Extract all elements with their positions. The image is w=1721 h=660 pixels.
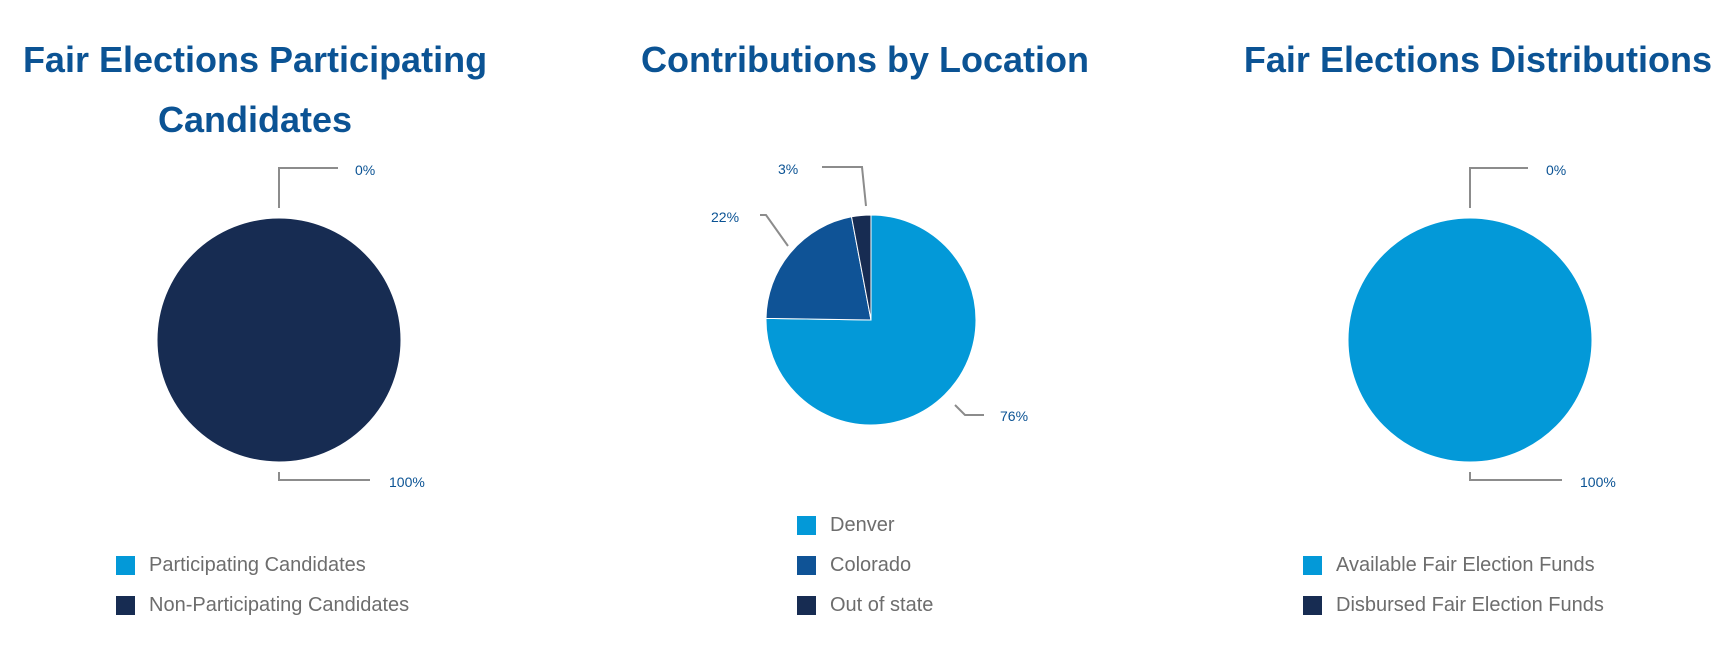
leader-line — [278, 472, 370, 481]
leader-line — [1469, 167, 1528, 208]
legend-label: Colorado — [830, 553, 912, 576]
legend-label: Participating Candidates — [149, 553, 366, 576]
legend-item[interactable]: Disbursed Fair Election Funds — [1303, 585, 1604, 625]
chart-panel-fair-elections-distributions: Fair Elections Distributions 100% 0% Ava… — [1180, 0, 1721, 660]
chart-panel-participating-candidates: Fair Elections Participating Candidates … — [0, 0, 560, 660]
legend-swatch — [1303, 595, 1322, 615]
chart-title: Contributions by Location — [641, 39, 1089, 80]
leader-line — [1469, 472, 1562, 481]
legend-item[interactable]: Colorado — [797, 545, 933, 585]
legend-label: Out of state — [830, 593, 934, 616]
chart-panel-contributions-by-location: Contributions by Location 76% 22% 3% Den… — [560, 0, 1180, 660]
data-label: 22% — [711, 209, 739, 225]
legend-item[interactable]: Participating Candidates — [116, 545, 409, 585]
legend-label: Disbursed Fair Election Funds — [1336, 593, 1604, 616]
legend-swatch — [797, 555, 816, 575]
pie-chart: 76% 22% 3% — [711, 161, 1028, 426]
chart-legend: Available Fair Election Funds Disbursed … — [1303, 545, 1604, 625]
data-label: 0% — [1546, 162, 1566, 178]
chart-title: Fair Elections Participating Candidates — [22, 39, 488, 140]
chart-title: Fair Elections Distributions — [1243, 39, 1712, 80]
chart-legend: Denver Colorado Out of state — [797, 505, 933, 625]
legend-swatch — [116, 595, 135, 615]
pie-slice-denver[interactable] — [765, 214, 977, 426]
pie-chart: 0% 100% — [156, 162, 425, 490]
pie-slices — [1347, 217, 1593, 463]
legend-swatch — [1303, 555, 1322, 575]
pie-slice-available-fair-election-funds[interactable] — [1347, 217, 1593, 463]
legend-item[interactable]: Out of state — [797, 585, 933, 625]
leader-line — [278, 167, 338, 208]
chart-legend: Participating Candidates Non-Participati… — [116, 545, 409, 625]
pie-slice-non-participating-candidates[interactable] — [156, 217, 402, 463]
pie-chart: 100% 0% — [1347, 162, 1616, 490]
data-label: 3% — [778, 161, 798, 177]
leader-line — [822, 166, 867, 207]
legend-item[interactable]: Non-Participating Candidates — [116, 585, 409, 625]
legend-item[interactable]: Denver — [797, 505, 933, 545]
legend-swatch — [797, 595, 816, 615]
legend-swatch — [797, 515, 816, 535]
pie-slices — [765, 214, 977, 426]
legend-item[interactable]: Available Fair Election Funds — [1303, 545, 1604, 585]
data-label: 100% — [1580, 474, 1616, 490]
legend-label: Available Fair Election Funds — [1336, 553, 1595, 576]
legend-label: Denver — [830, 513, 895, 536]
data-label: 76% — [1000, 408, 1028, 424]
leader-line — [954, 404, 984, 416]
leader-line — [760, 214, 789, 247]
pie-slice-colorado[interactable] — [765, 216, 872, 321]
legend-swatch — [116, 555, 135, 575]
data-label: 0% — [355, 162, 375, 178]
data-label: 100% — [389, 474, 425, 490]
pie-slices — [156, 217, 402, 463]
pie-slice-out-of-state[interactable] — [850, 214, 872, 321]
legend-label: Non-Participating Candidates — [149, 593, 410, 616]
